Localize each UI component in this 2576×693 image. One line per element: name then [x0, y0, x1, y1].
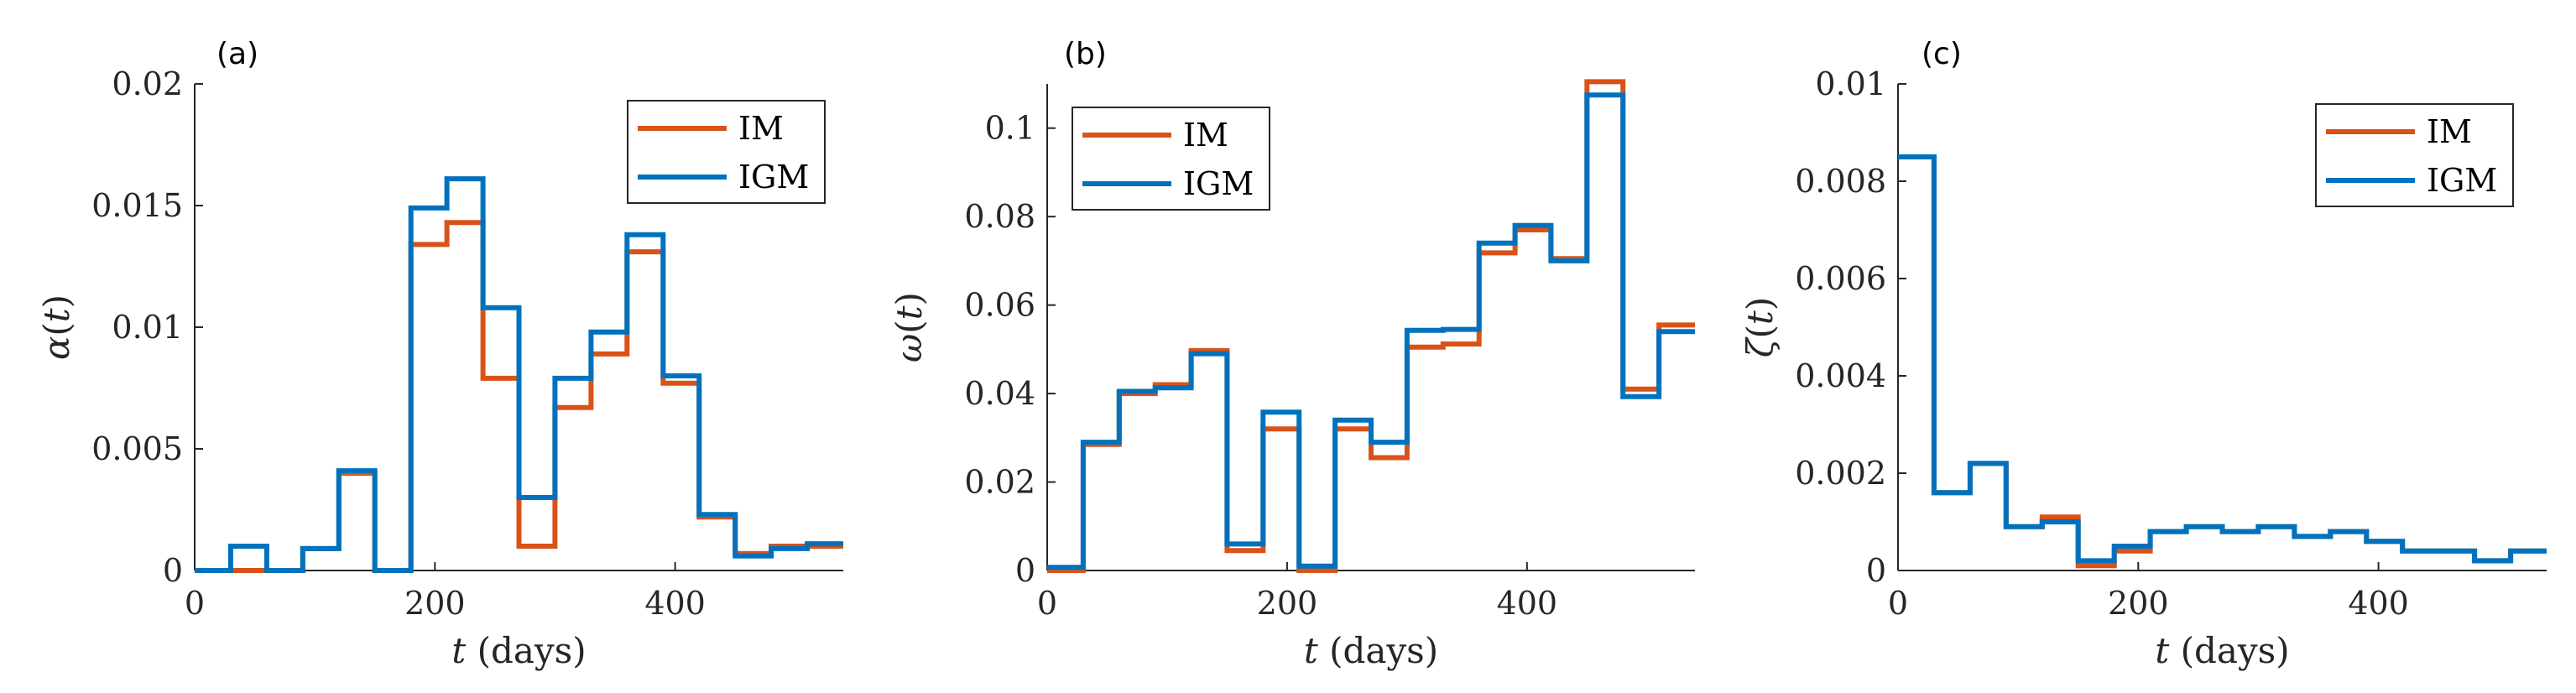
- legend-box: [1072, 107, 1270, 211]
- y-axis-label: ζ(t): [1739, 297, 1781, 357]
- legend-label-igm: IGM: [1183, 165, 1254, 202]
- x-tick-label: 400: [644, 585, 706, 622]
- x-tick-label: 200: [404, 585, 466, 622]
- y-tick-label: 0.01: [1815, 65, 1886, 102]
- y-tick-label: 0.02: [112, 65, 183, 102]
- x-axis-label: t (days): [451, 630, 586, 671]
- series-line-igm: [1898, 154, 2547, 564]
- panel-label: (b): [1064, 37, 1107, 71]
- legend: IM IGM: [2315, 103, 2514, 207]
- legend: IM IGM: [1072, 107, 1270, 211]
- legend-box: [2315, 103, 2514, 207]
- x-tick-label: 0: [185, 585, 205, 622]
- y-tick-label: 0.008: [1795, 163, 1886, 200]
- y-tick-label: 0.02: [964, 464, 1035, 501]
- x-tick-label: 400: [2348, 585, 2409, 622]
- panel-label: (c): [1922, 37, 1962, 71]
- y-tick-label: 0.005: [91, 430, 183, 467]
- y-tick-label: 0.004: [1795, 357, 1886, 394]
- legend-label-igm: IGM: [2427, 162, 2497, 199]
- series-line-igm: [195, 176, 843, 573]
- panel-label: (a): [216, 37, 258, 71]
- x-tick-label: 200: [2108, 585, 2169, 622]
- series-line-igm: [1047, 92, 1695, 571]
- x-tick-label: 0: [1037, 585, 1057, 622]
- x-axis-label: t (days): [2155, 630, 2289, 671]
- legend-label-im: IM: [2427, 113, 2472, 150]
- legend: IM IGM: [627, 100, 826, 204]
- y-tick-label: 0.002: [1795, 455, 1886, 492]
- y-axis-label: ω(t): [889, 292, 930, 362]
- legend-box: [627, 100, 826, 204]
- series-line-im: [1898, 154, 2547, 569]
- x-tick-label: 0: [1888, 585, 1908, 622]
- x-tick-label: 200: [1257, 585, 1318, 622]
- y-tick-label: 0.04: [964, 375, 1035, 412]
- legend-label-im: IM: [738, 110, 784, 147]
- chart-panel-3: 0 0.002 0.004 0.006 0.008 0.01 0 200 400 t (days)…: [1739, 37, 2547, 671]
- x-axis-label: t (days): [1304, 630, 1438, 671]
- y-axis-label: α(t): [36, 294, 77, 360]
- y-tick-label: 0.08: [964, 198, 1035, 235]
- y-tick-label: 0: [163, 552, 183, 589]
- y-tick-label: 0: [1015, 552, 1035, 589]
- legend-label-igm: IGM: [738, 159, 809, 195]
- x-tick-label: 400: [1497, 585, 1558, 622]
- y-tick-label: 0.1: [985, 110, 1035, 147]
- y-tick-label: 0.01: [112, 309, 183, 346]
- chart-panel-2: 0 0.02 0.04 0.06 0.08 0.1 0 200 400 t (days) ω(t) (…: [889, 37, 1695, 671]
- y-tick-label: 0: [1866, 552, 1886, 589]
- y-tick-label: 0.015: [91, 187, 183, 224]
- legend-label-im: IM: [1183, 117, 1228, 154]
- y-tick-label: 0.06: [964, 287, 1035, 324]
- y-tick-label: 0.006: [1795, 260, 1886, 297]
- chart-panel-1: 0 0.005 0.01 0.015 0.02 0 200 400 t (days) α(t) (a…: [36, 37, 843, 671]
